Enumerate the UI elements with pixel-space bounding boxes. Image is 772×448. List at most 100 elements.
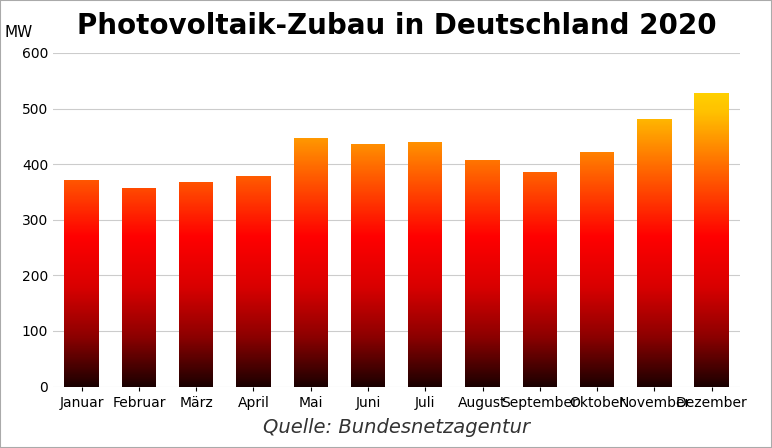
Bar bbox=[179, 201, 213, 202]
Bar bbox=[580, 314, 615, 315]
Bar bbox=[350, 265, 385, 267]
Bar bbox=[637, 308, 672, 309]
Bar bbox=[236, 232, 271, 233]
Bar bbox=[122, 316, 156, 318]
Bar bbox=[293, 362, 328, 363]
Bar bbox=[466, 244, 499, 246]
Bar bbox=[466, 385, 499, 387]
Bar bbox=[523, 381, 557, 382]
Bar bbox=[236, 288, 271, 289]
Bar bbox=[580, 263, 615, 264]
Bar bbox=[694, 360, 729, 361]
Bar bbox=[293, 321, 328, 322]
Bar bbox=[408, 152, 442, 153]
Bar bbox=[694, 344, 729, 345]
Bar bbox=[236, 363, 271, 364]
Bar bbox=[466, 291, 499, 292]
Bar bbox=[179, 274, 213, 276]
Bar bbox=[637, 144, 672, 145]
Bar bbox=[523, 174, 557, 175]
Bar bbox=[64, 252, 99, 253]
Bar bbox=[64, 256, 99, 258]
Bar bbox=[637, 225, 672, 226]
Bar bbox=[694, 248, 729, 249]
Bar bbox=[350, 171, 385, 172]
Bar bbox=[637, 122, 672, 123]
Bar bbox=[694, 292, 729, 293]
Bar bbox=[637, 359, 672, 360]
Bar bbox=[350, 242, 385, 243]
Bar bbox=[179, 231, 213, 232]
Bar bbox=[580, 265, 615, 267]
Bar bbox=[236, 222, 271, 223]
Bar bbox=[580, 361, 615, 362]
Bar bbox=[637, 132, 672, 133]
Bar bbox=[580, 203, 615, 204]
Bar bbox=[236, 205, 271, 207]
Bar bbox=[293, 142, 328, 143]
Bar bbox=[466, 351, 499, 352]
Bar bbox=[580, 274, 615, 276]
Bar bbox=[293, 290, 328, 291]
Bar bbox=[523, 310, 557, 311]
Bar bbox=[694, 184, 729, 185]
Bar bbox=[122, 310, 156, 311]
Bar bbox=[523, 281, 557, 282]
Bar bbox=[122, 188, 156, 189]
Bar bbox=[523, 271, 557, 272]
Bar bbox=[694, 284, 729, 285]
Bar bbox=[408, 333, 442, 334]
Bar bbox=[64, 209, 99, 210]
Bar bbox=[179, 184, 213, 185]
Bar bbox=[580, 256, 615, 258]
Bar bbox=[637, 352, 672, 353]
Bar bbox=[408, 313, 442, 314]
Bar bbox=[179, 283, 213, 284]
Bar bbox=[64, 271, 99, 272]
Bar bbox=[523, 350, 557, 351]
Bar bbox=[64, 258, 99, 260]
Bar bbox=[293, 209, 328, 210]
Bar bbox=[466, 248, 499, 249]
Bar bbox=[122, 221, 156, 222]
Bar bbox=[350, 300, 385, 301]
Bar bbox=[466, 240, 499, 241]
Bar bbox=[293, 210, 328, 211]
Bar bbox=[408, 364, 442, 366]
Bar bbox=[236, 276, 271, 278]
Bar bbox=[293, 322, 328, 323]
Bar bbox=[637, 223, 672, 224]
Bar bbox=[523, 291, 557, 292]
Bar bbox=[350, 292, 385, 293]
Bar bbox=[580, 349, 615, 350]
Bar bbox=[179, 224, 213, 225]
Bar bbox=[408, 261, 442, 262]
Bar bbox=[523, 361, 557, 362]
Bar bbox=[236, 304, 271, 306]
Bar bbox=[637, 325, 672, 327]
Bar bbox=[236, 378, 271, 379]
Bar bbox=[408, 214, 442, 215]
Bar bbox=[122, 209, 156, 210]
Bar bbox=[466, 242, 499, 243]
Bar bbox=[408, 355, 442, 357]
Bar bbox=[523, 353, 557, 354]
Bar bbox=[122, 212, 156, 213]
Bar bbox=[64, 284, 99, 285]
Bar bbox=[580, 290, 615, 291]
Bar bbox=[466, 183, 499, 184]
Bar bbox=[637, 350, 672, 351]
Bar bbox=[637, 226, 672, 228]
Bar bbox=[236, 357, 271, 358]
Bar bbox=[523, 297, 557, 299]
Bar bbox=[236, 264, 271, 265]
Bar bbox=[236, 243, 271, 244]
Bar bbox=[523, 344, 557, 345]
Bar bbox=[523, 364, 557, 366]
Bar bbox=[580, 299, 615, 300]
Bar bbox=[179, 312, 213, 313]
Bar bbox=[580, 242, 615, 243]
Bar bbox=[408, 348, 442, 349]
Bar bbox=[236, 342, 271, 343]
Bar bbox=[637, 306, 672, 308]
